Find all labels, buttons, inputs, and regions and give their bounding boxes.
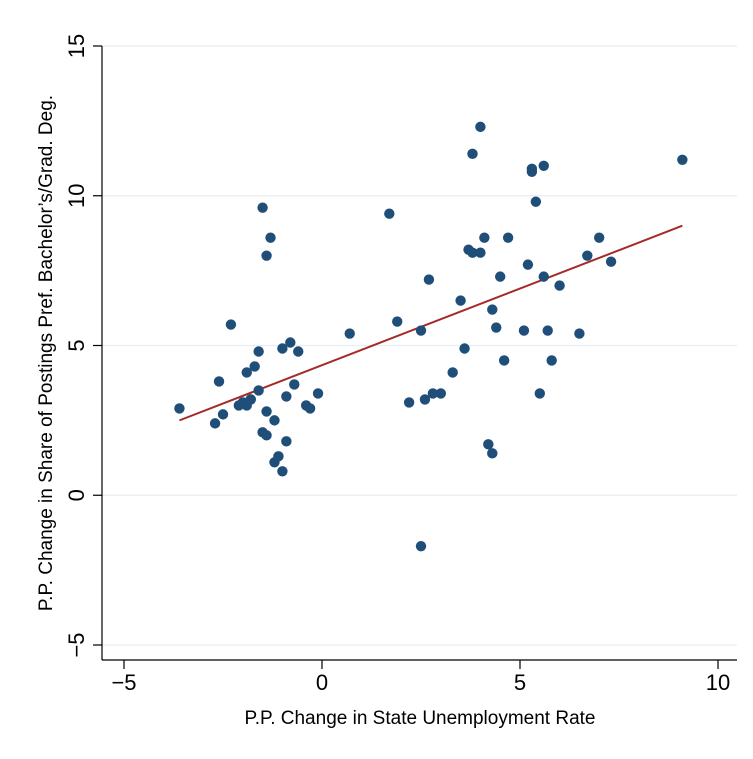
data-point bbox=[542, 325, 553, 336]
data-point bbox=[538, 160, 549, 171]
data-point bbox=[174, 403, 185, 414]
data-point bbox=[554, 280, 565, 291]
data-point bbox=[495, 271, 506, 282]
data-point bbox=[253, 346, 264, 357]
data-point bbox=[241, 367, 252, 378]
data-point bbox=[392, 316, 403, 327]
data-point bbox=[415, 540, 427, 552]
x-tick-label: 0 bbox=[316, 670, 328, 695]
data-point bbox=[467, 148, 478, 160]
data-point bbox=[530, 196, 542, 207]
plot-area bbox=[102, 46, 737, 660]
grid-lines bbox=[102, 45, 737, 646]
y-axis-title: P.P. Change in Share of Postings Pref. B… bbox=[36, 95, 57, 611]
data-point bbox=[261, 406, 272, 417]
y-tick-label: 15 bbox=[64, 34, 89, 58]
data-point bbox=[289, 379, 300, 390]
data-point bbox=[285, 337, 296, 348]
data-point bbox=[534, 388, 545, 399]
data-point bbox=[487, 448, 498, 459]
y-tick-label: 0 bbox=[64, 489, 89, 501]
data-point bbox=[483, 439, 494, 450]
data-point bbox=[245, 394, 256, 405]
data-point bbox=[273, 451, 284, 462]
data-point bbox=[594, 232, 605, 243]
data-point bbox=[277, 343, 288, 354]
data-point bbox=[265, 232, 276, 243]
data-point bbox=[522, 259, 534, 270]
fit-line-layer bbox=[179, 224, 683, 422]
data-point bbox=[261, 250, 272, 261]
data-point bbox=[415, 325, 427, 336]
data-point bbox=[455, 295, 466, 306]
data-point bbox=[277, 466, 288, 477]
data-point bbox=[518, 325, 530, 336]
data-point bbox=[447, 367, 458, 378]
data-point bbox=[293, 346, 304, 357]
data-point bbox=[209, 418, 221, 429]
x-axis-title: P.P. Change in State Unemployment Rate bbox=[244, 708, 595, 729]
data-point bbox=[467, 247, 478, 258]
data-point bbox=[475, 121, 486, 133]
data-point bbox=[253, 385, 264, 396]
x-tick-label: 10 bbox=[706, 670, 730, 695]
data-point bbox=[546, 355, 557, 366]
y-tick-label: 5 bbox=[64, 339, 89, 351]
data-point bbox=[427, 388, 439, 399]
y-tick-label: 10 bbox=[64, 184, 89, 208]
data-point bbox=[403, 397, 415, 408]
data-point bbox=[582, 250, 593, 261]
data-point bbox=[257, 202, 268, 213]
data-points bbox=[174, 121, 688, 552]
data-point bbox=[249, 361, 260, 372]
data-point bbox=[423, 274, 435, 285]
fit-line bbox=[179, 224, 683, 422]
data-point bbox=[312, 388, 324, 399]
data-point bbox=[502, 232, 514, 243]
data-point bbox=[217, 409, 229, 420]
x-tick-label: −5 bbox=[111, 670, 136, 695]
data-point bbox=[538, 271, 549, 282]
data-point bbox=[487, 304, 498, 315]
data-point bbox=[213, 376, 225, 387]
data-point bbox=[526, 163, 538, 174]
data-point bbox=[225, 319, 237, 330]
data-point bbox=[498, 355, 510, 366]
data-point bbox=[304, 403, 316, 414]
data-point bbox=[419, 394, 431, 405]
data-point bbox=[475, 247, 486, 258]
data-point bbox=[677, 154, 688, 166]
data-point bbox=[459, 343, 470, 354]
data-point bbox=[261, 430, 272, 441]
data-point bbox=[605, 256, 617, 267]
data-point bbox=[269, 415, 280, 426]
data-point bbox=[281, 436, 292, 447]
data-point bbox=[384, 208, 395, 219]
data-point bbox=[281, 391, 292, 402]
y-tick-label: −5 bbox=[64, 632, 89, 657]
data-point bbox=[491, 322, 502, 333]
data-point bbox=[435, 388, 446, 399]
axes bbox=[93, 45, 737, 669]
data-point bbox=[344, 328, 355, 339]
x-tick-label: 5 bbox=[514, 670, 526, 695]
tick-labels: −5 0 5 10 −5 0 5 10 15 bbox=[64, 34, 730, 695]
data-point bbox=[574, 328, 585, 339]
data-point bbox=[479, 232, 490, 243]
